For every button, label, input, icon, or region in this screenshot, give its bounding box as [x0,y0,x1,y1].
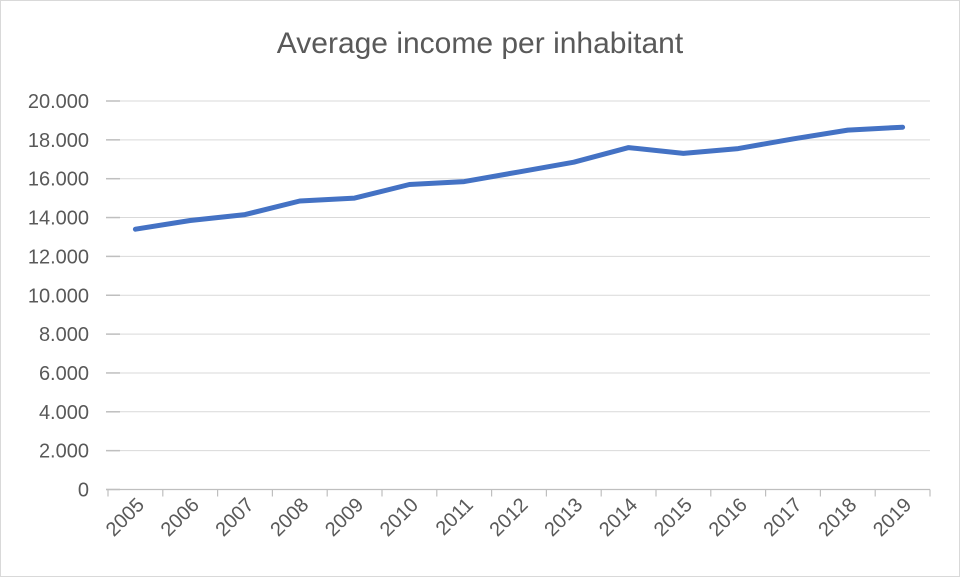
y-tick-label: 14.000 [28,208,89,230]
y-tick-label: 20.000 [28,91,89,113]
y-tick-label: 4.000 [39,402,89,424]
y-tick-label: 10.000 [28,285,89,307]
x-tick-label: 2016 [705,494,752,541]
x-tick-label: 2007 [212,494,259,541]
x-tick-label: 2018 [814,494,861,541]
x-tick-label: 2008 [266,494,313,541]
x-tick-labels: 2005 2006 2007 2008 2009 2010 2011 2012 2013 2014… [102,494,916,541]
x-tick-label: 2012 [486,494,533,541]
y-tick-label: 18.000 [28,130,89,152]
y-tick-label: 16.000 [28,169,89,191]
x-tick-label: 2017 [760,494,807,541]
x-tick-label: 2010 [376,494,423,541]
y-gridlines [108,100,930,452]
x-tick-label: 2005 [102,494,149,541]
x-tick-label: 2011 [432,494,478,540]
chart-title: Average income per inhabitant [276,27,684,60]
income-line-series [132,124,906,232]
y-ticks [106,100,120,491]
x-ticks [107,489,931,497]
x-tick-label: 2019 [869,494,916,541]
y-tick-label: 0 [78,480,89,502]
y-tick-label: 12.000 [28,246,89,268]
x-tick-label: 2013 [540,494,587,541]
y-tick-label: 8.000 [39,324,89,346]
x-tick-label: 2006 [157,494,204,541]
y-tick-labels: 0 2.000 4.000 6.000 8.000 10.000 12.000 14.000 1… [28,91,89,502]
x-tick-label: 2014 [595,494,642,541]
y-tick-label: 2.000 [39,441,89,463]
y-tick-label: 6.000 [39,363,89,385]
x-tick-label: 2015 [650,494,697,541]
x-tick-label: 2009 [321,494,368,541]
